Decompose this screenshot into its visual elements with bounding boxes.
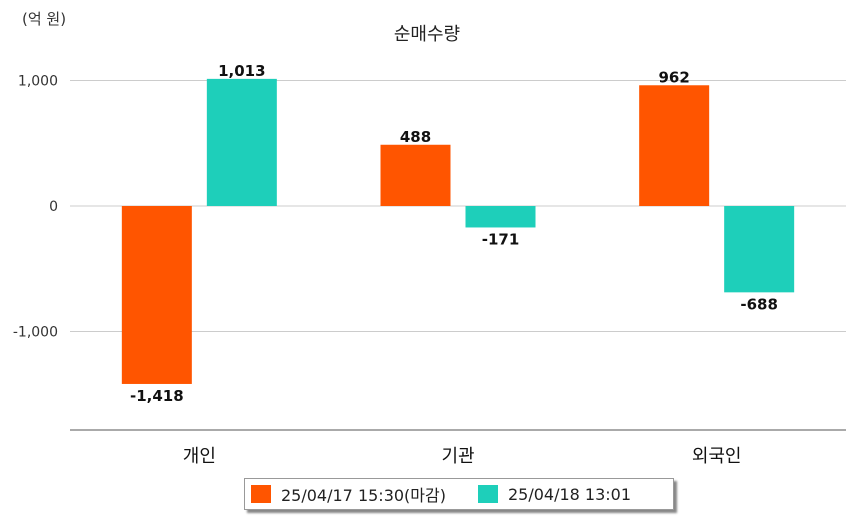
y-tick-label: 0 <box>49 199 58 215</box>
legend-item-series-1[interactable]: 25/04/17 15:30(마감) <box>251 482 446 506</box>
legend-label-series-2: 25/04/18 13:01 <box>507 484 632 504</box>
chart-legend: 25/04/17 15:30(마감) 25/04/18 13:01 <box>244 478 674 510</box>
data-label: -171 <box>482 230 520 248</box>
x-tick-label: 기관 <box>441 446 474 467</box>
legend-item-series-2[interactable]: 25/04/18 13:01 <box>477 484 632 504</box>
legend-swatch-series-1 <box>251 485 271 503</box>
bar <box>206 78 277 206</box>
x-tick-label: 개인 <box>183 446 216 467</box>
bar <box>724 206 795 293</box>
data-label: -688 <box>740 295 778 313</box>
x-tick-label: 외국인 <box>692 446 742 467</box>
y-tick-label: -1,000 <box>13 325 58 341</box>
data-label: -1,418 <box>130 387 184 405</box>
bar <box>380 144 451 206</box>
legend-swatch-series-2 <box>477 485 498 503</box>
unit-label: (억 원) <box>22 10 67 28</box>
bar-chart: 1,000 0 -1,000 -1,418 1,013 개인 488 -171 기관 962 -68… <box>13 62 846 467</box>
chart-title: 순매수량 <box>393 24 461 45</box>
bar <box>121 206 192 384</box>
data-label: 488 <box>400 128 431 146</box>
y-tick-label: 1,000 <box>18 74 58 90</box>
bar <box>639 85 710 206</box>
data-label: 962 <box>659 68 690 86</box>
bar <box>465 206 536 228</box>
data-label: 1,013 <box>218 62 265 80</box>
legend-label-series-1: 25/04/17 15:30(마감) <box>281 486 446 505</box>
